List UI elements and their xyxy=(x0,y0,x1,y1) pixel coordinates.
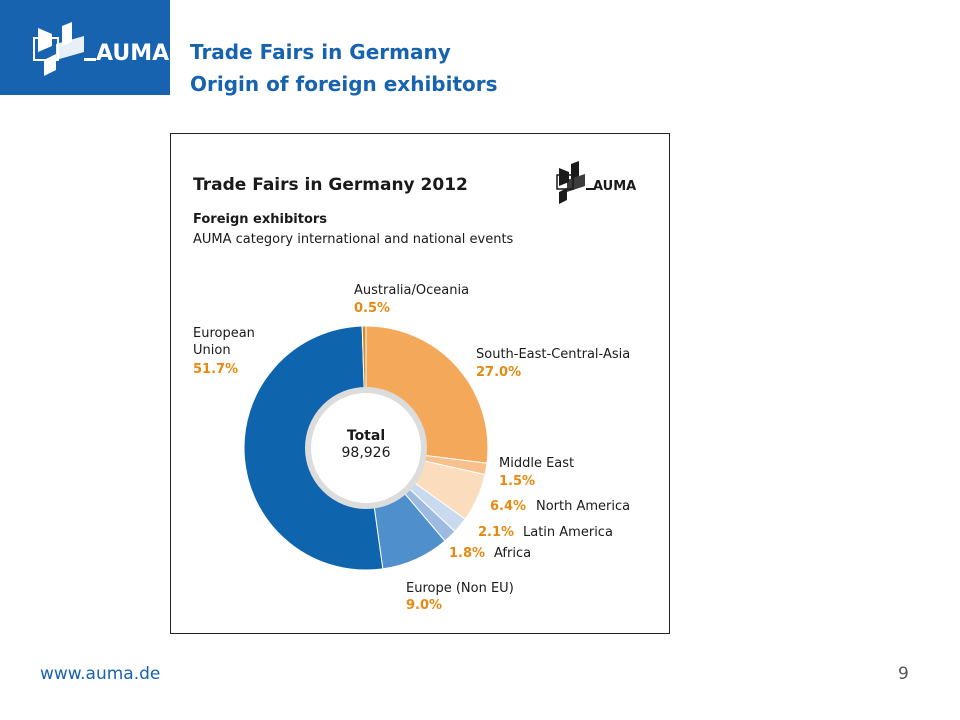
center-label: Total xyxy=(347,428,385,444)
label-middle-east-name: Middle East xyxy=(499,456,574,471)
chart-subtitle: AUMA category international and national… xyxy=(193,232,514,247)
auma-logo: AUMA xyxy=(0,0,170,95)
label-north-america-name: North America xyxy=(536,499,630,514)
mini-logo-text: AUMA xyxy=(593,179,636,194)
label-australia-oceania-name: Australia/Oceania xyxy=(354,283,469,298)
title-line-2: Origin of foreign exhibitors xyxy=(190,72,498,96)
label-middle-east-value: 1.5% xyxy=(499,474,535,489)
label-australia-oceania-value: 0.5% xyxy=(354,301,390,316)
auma-logo-mark-icon: AUMA xyxy=(33,22,169,76)
label-africa-value: 1.8% xyxy=(449,546,485,561)
donut-chart: Trade Fairs in Germany 2012 Foreign exhi… xyxy=(193,161,636,613)
label-eu-value: 51.7% xyxy=(193,362,238,377)
label-eu-line2: Union xyxy=(193,343,231,358)
chart-title: Trade Fairs in Germany 2012 xyxy=(193,175,468,195)
center-value: 98,926 xyxy=(342,445,391,461)
label-latin-america-value: 2.1% xyxy=(478,525,514,540)
chart-subtitle-bold: Foreign exhibitors xyxy=(193,212,327,227)
label-se-asia-name: South-East-Central-Asia xyxy=(476,347,630,362)
title-line-1: Trade Fairs in Germany xyxy=(190,40,451,64)
label-se-asia-value: 27.0% xyxy=(476,365,521,380)
donut-hole xyxy=(305,387,427,509)
logo-text: AUMA xyxy=(96,41,169,66)
chart-figure: Trade Fairs in Germany 2012 Foreign exhi… xyxy=(170,133,670,634)
label-eu-line1: European xyxy=(193,326,255,341)
footer-url-link[interactable]: www.auma.de xyxy=(40,664,161,684)
label-europe-non-eu-name: Europe (Non EU) xyxy=(406,581,514,596)
label-africa-name: Africa xyxy=(494,546,531,561)
label-europe-non-eu-value: 9.0% xyxy=(406,598,442,613)
label-north-america-value: 6.4% xyxy=(490,499,526,514)
auma-mini-logo-icon: AUMA xyxy=(556,161,636,204)
donut-slices xyxy=(243,325,489,571)
page-number: 9 xyxy=(898,664,909,684)
label-latin-america-name: Latin America xyxy=(523,525,613,540)
page-title: Trade Fairs in Germany Origin of foreign… xyxy=(190,36,498,100)
